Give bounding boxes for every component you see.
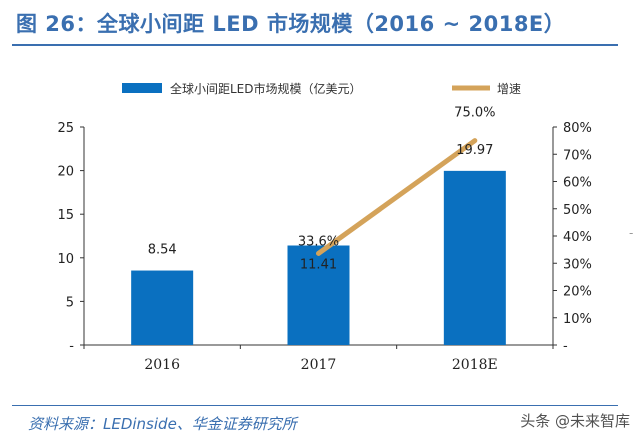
right-tick-label: 80%	[563, 121, 592, 136]
right-tick-label: -	[563, 339, 568, 354]
figure-title: 图 26：全球小间距 LED 市场规模（2016 ~ 2018E）	[16, 12, 566, 36]
line-data-label: 75.0%	[454, 106, 495, 121]
legend-label-line: 增速	[497, 82, 521, 96]
legend-swatch-bar	[122, 83, 162, 93]
market-size-chart: 全球小间距LED市场规模（亿美元） 增速 - 5 10 15 20 25 - 10% 20% 30%…	[57, 81, 591, 373]
growth-line	[316, 138, 478, 256]
watermark: 头条 @未来智库	[520, 412, 630, 430]
left-tick-label: -	[69, 339, 74, 354]
bar	[131, 270, 194, 345]
left-tick-label: 10	[57, 252, 74, 267]
left-tick-label: 15	[57, 208, 74, 223]
right-tick-label: 50%	[563, 203, 592, 218]
line-data-label: 33.6%	[298, 234, 339, 249]
right-tick-label: 70%	[563, 148, 592, 163]
x-tick-label: 2018E	[452, 357, 498, 373]
edge-mark: -	[629, 226, 634, 240]
plot-area: - 5 10 15 20 25 - 10% 20% 30% 40% 50% 60% 70% 80% 2016 2…	[57, 106, 591, 373]
left-tick-label: 5	[66, 295, 74, 310]
right-tick-label: 20%	[563, 285, 592, 300]
source-divider	[12, 405, 618, 406]
chart-legend: 全球小间距LED市场规模（亿美元） 增速	[122, 81, 521, 96]
x-tick-label: 2017	[301, 357, 337, 373]
left-tick-label: 20	[57, 165, 74, 180]
legend-label-bar: 全球小间距LED市场规模（亿美元）	[170, 81, 362, 96]
right-tick-label: 60%	[563, 176, 592, 191]
bar-data-label: 11.41	[300, 258, 337, 273]
right-tick-label: 10%	[563, 312, 592, 327]
title-divider	[12, 44, 618, 46]
right-tick-label: 40%	[563, 230, 592, 245]
left-tick-label: 25	[57, 121, 74, 136]
x-tick-label: 2016	[144, 357, 180, 373]
right-tick-label: 30%	[563, 257, 592, 272]
bar-data-label: 8.54	[148, 243, 177, 258]
source-note: 资料来源：LEDinside、华金证券研究所	[28, 415, 297, 433]
bar	[287, 245, 350, 345]
bar-data-label: 19.97	[456, 143, 493, 158]
bar	[443, 170, 506, 345]
